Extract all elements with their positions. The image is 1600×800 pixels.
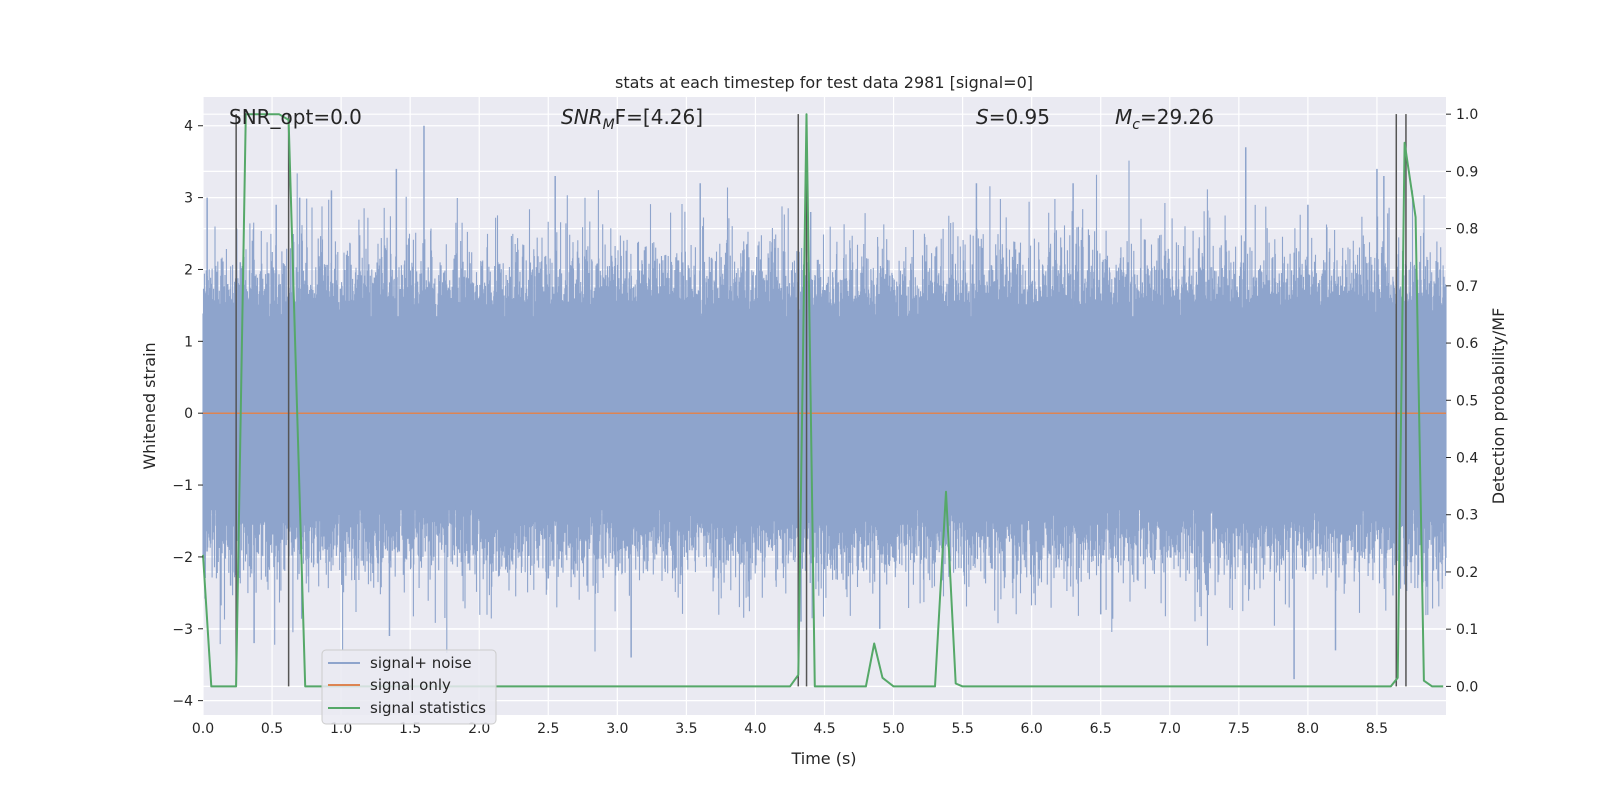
y-right-tick-label: 0.4 bbox=[1456, 451, 1478, 467]
x-tick-label: 5.0 bbox=[882, 721, 904, 737]
x-tick-label: 0.0 bbox=[192, 721, 214, 737]
x-tick-label: 1.5 bbox=[399, 721, 421, 737]
series-signal-statistics bbox=[202, 113, 1444, 688]
y-tick-label: −3 bbox=[172, 622, 193, 638]
y-right-tick-label: 0.3 bbox=[1456, 508, 1478, 524]
y-axis-label: Whitened strain bbox=[140, 342, 159, 469]
x-tick-label: 6.5 bbox=[1090, 721, 1112, 737]
legend-label-signal-statistics: signal statistics bbox=[370, 699, 486, 717]
x-tick-label: 0.5 bbox=[261, 721, 283, 737]
tick-labels: 0.0 0.5 1.0 1.5 2.0 2.5 3.0 3.5 4.0 4.5 5.0 5.5 6.0 6… bbox=[172, 107, 1478, 737]
y-tick-label: 0 bbox=[184, 406, 193, 422]
y-right-tick-label: 1.0 bbox=[1456, 107, 1478, 123]
annotation-mc: Mc=29.26 bbox=[1115, 105, 1214, 133]
signal-statistics-line bbox=[202, 113, 1444, 688]
vertical-markers bbox=[235, 114, 1407, 687]
x-tick-label: 7.5 bbox=[1228, 721, 1250, 737]
x-tick-label: 3.5 bbox=[675, 721, 697, 737]
x-tick-label: 7.0 bbox=[1159, 721, 1181, 737]
x-tick-label: 3.0 bbox=[606, 721, 628, 737]
legend-box bbox=[321, 649, 497, 725]
y-tick-label: 4 bbox=[184, 119, 193, 135]
y-right-tick-label: 0.6 bbox=[1456, 336, 1478, 352]
y-tick-label: −4 bbox=[172, 694, 193, 710]
legend-label-signal-only: signal only bbox=[370, 676, 451, 694]
legend: signal+ noise signal only signal statist… bbox=[321, 649, 497, 725]
y-tick-label: 1 bbox=[184, 334, 193, 350]
y-tick-label: 3 bbox=[184, 191, 193, 207]
x-tick-label: 2.0 bbox=[468, 721, 490, 737]
x-tick-label: 1.0 bbox=[330, 721, 352, 737]
annotation-s: S=0.95 bbox=[976, 105, 1050, 129]
y-right-tick-label: 0.1 bbox=[1456, 622, 1478, 638]
y-right-tick-label: 0.7 bbox=[1456, 279, 1478, 295]
y-right-tick-label: 0.8 bbox=[1456, 222, 1478, 238]
x-tick-label: 4.0 bbox=[744, 721, 766, 737]
x-tick-label: 4.5 bbox=[813, 721, 835, 737]
y-right-axis-label: Detection probability/MF bbox=[1489, 308, 1508, 505]
y-right-tick-label: 0.5 bbox=[1456, 393, 1478, 409]
annotation-snr-mf: SNRMF=[4.26] bbox=[561, 105, 703, 133]
x-tick-label: 6.0 bbox=[1021, 721, 1043, 737]
x-tick-label: 5.5 bbox=[951, 721, 973, 737]
x-tick-label: 8.0 bbox=[1297, 721, 1319, 737]
chart-title: stats at each timestep for test data 298… bbox=[615, 73, 1033, 92]
y-right-tick-label: 0.0 bbox=[1456, 679, 1478, 695]
annotation-snr-opt: SNR_opt=0.0 bbox=[229, 105, 362, 129]
x-axis-label: Time (s) bbox=[790, 749, 856, 768]
legend-label-signal-noise: signal+ noise bbox=[370, 654, 472, 672]
y-right-tick-label: 0.2 bbox=[1456, 565, 1478, 581]
y-tick-label: 2 bbox=[184, 262, 193, 278]
x-tick-label: 2.5 bbox=[537, 721, 559, 737]
x-tick-label: 8.5 bbox=[1366, 721, 1388, 737]
y-tick-label: −2 bbox=[172, 550, 193, 566]
y-right-tick-label: 0.9 bbox=[1456, 164, 1478, 180]
y-tick-label: −1 bbox=[172, 478, 193, 494]
